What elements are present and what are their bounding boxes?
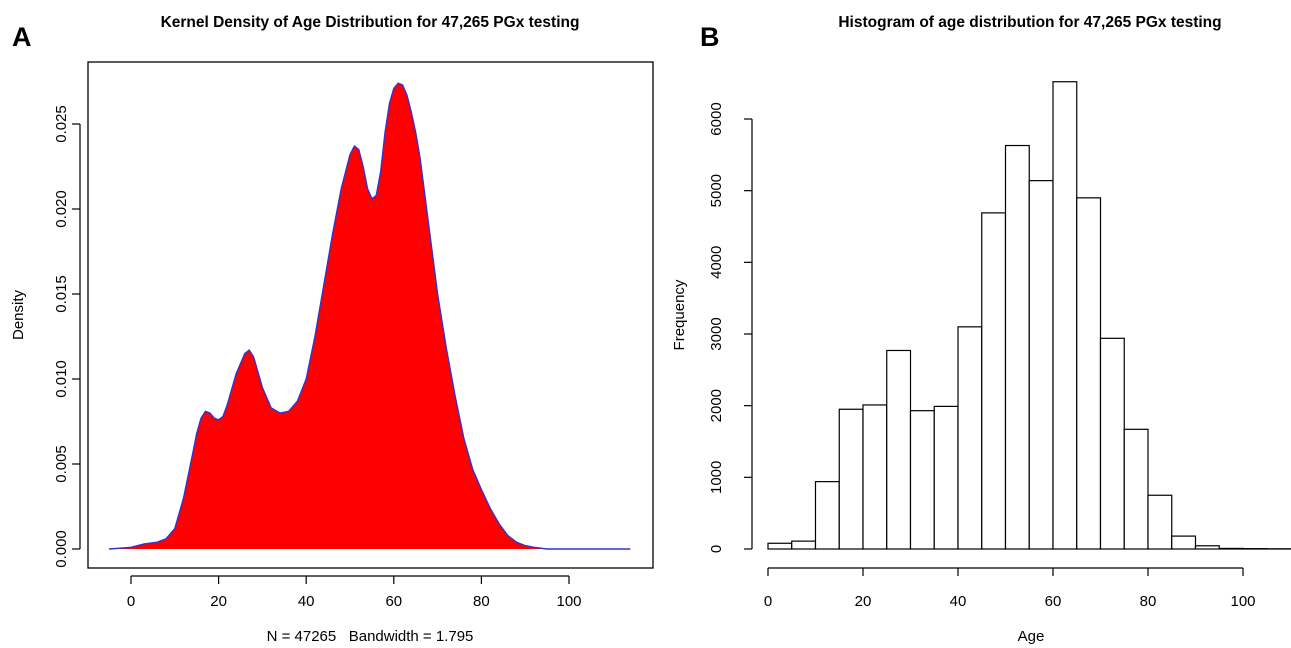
histogram-bar [1147, 494, 1173, 550]
histogram-bar [933, 405, 959, 550]
histogram-bar [909, 410, 935, 550]
x-tick-label: 40 [298, 593, 315, 610]
x-tick-label: 40 [950, 593, 967, 610]
density-line [109, 82, 631, 550]
x-tick-label: 20 [210, 593, 227, 610]
chart-a-y-label: Density [10, 289, 27, 340]
histogram-bar [957, 326, 983, 550]
x-tick-label: 60 [385, 593, 402, 610]
x-tick-label: 100 [556, 593, 581, 610]
chart-a-y-axis: 0.000 0.005 0.010 0.015 0.020 0.025 [53, 105, 81, 568]
y-tick-label: 0.005 [53, 445, 70, 483]
histogram-bar [1171, 535, 1197, 550]
y-tick-label: 0.010 [53, 360, 70, 398]
y-tick-label: 5000 [708, 174, 725, 207]
chart-a-plot-box [87, 61, 654, 569]
chart-b-x-label: Age [1018, 628, 1045, 645]
density-area [109, 83, 631, 549]
x-tick-label: 0 [764, 593, 772, 610]
y-tick-label: 0.020 [53, 190, 70, 228]
panel-b-letter: B [700, 22, 720, 52]
chart-b-y-axis: 0 1000 2000 3000 4000 5000 6000 [708, 102, 753, 553]
histogram-bar [1099, 337, 1125, 550]
x-tick-label: 60 [1045, 593, 1062, 610]
chart-b-x-axis: 0 20 40 60 80 100 [764, 567, 1256, 610]
panel-a: A Kernel Density of Age Distribution for… [10, 14, 654, 645]
panel-a-letter: A [12, 22, 32, 52]
histogram-bar [767, 542, 793, 550]
y-tick-label: 0 [708, 545, 725, 553]
x-tick-label: 80 [473, 593, 490, 610]
histogram-bar [886, 349, 912, 550]
histogram-bar [791, 540, 817, 550]
chart-a-title: Kernel Density of Age Distribution for 4… [161, 14, 580, 31]
histogram-bar [1052, 81, 1078, 550]
histogram-bar [1004, 144, 1030, 550]
y-tick-label: 0.000 [53, 530, 70, 568]
y-tick-label: 0.025 [53, 105, 70, 143]
y-tick-label: 2000 [708, 389, 725, 422]
histogram-bar [862, 404, 888, 550]
x-tick-label: 80 [1140, 593, 1157, 610]
histogram-bar [838, 408, 864, 550]
histogram-bar [981, 212, 1007, 550]
x-tick-label: 20 [855, 593, 872, 610]
histogram-bar [814, 481, 840, 550]
x-tick-label: 0 [127, 593, 135, 610]
x-tick-label: 100 [1230, 593, 1255, 610]
chart-b-title: Histogram of age distribution for 47,265… [838, 14, 1221, 31]
chart-a-x-label: N = 47265 Bandwidth = 1.795 [267, 628, 474, 645]
histogram-bar [1076, 197, 1102, 550]
y-tick-label: 0.015 [53, 275, 70, 313]
chart-b-y-label: Frequency [671, 279, 688, 350]
y-tick-label: 6000 [708, 102, 725, 135]
histogram-bar [1028, 180, 1054, 550]
y-tick-label: 1000 [708, 461, 725, 494]
panel-b: B Histogram of age distribution for 47,2… [671, 14, 1291, 645]
y-tick-label: 3000 [708, 317, 725, 350]
histogram-bar [1194, 545, 1220, 550]
chart-a-x-axis: 0 20 40 60 80 100 [127, 575, 582, 610]
histogram-bar [1218, 547, 1244, 550]
histogram-bars [767, 81, 1291, 550]
histogram-bar [1123, 428, 1149, 550]
y-tick-label: 4000 [708, 246, 725, 279]
